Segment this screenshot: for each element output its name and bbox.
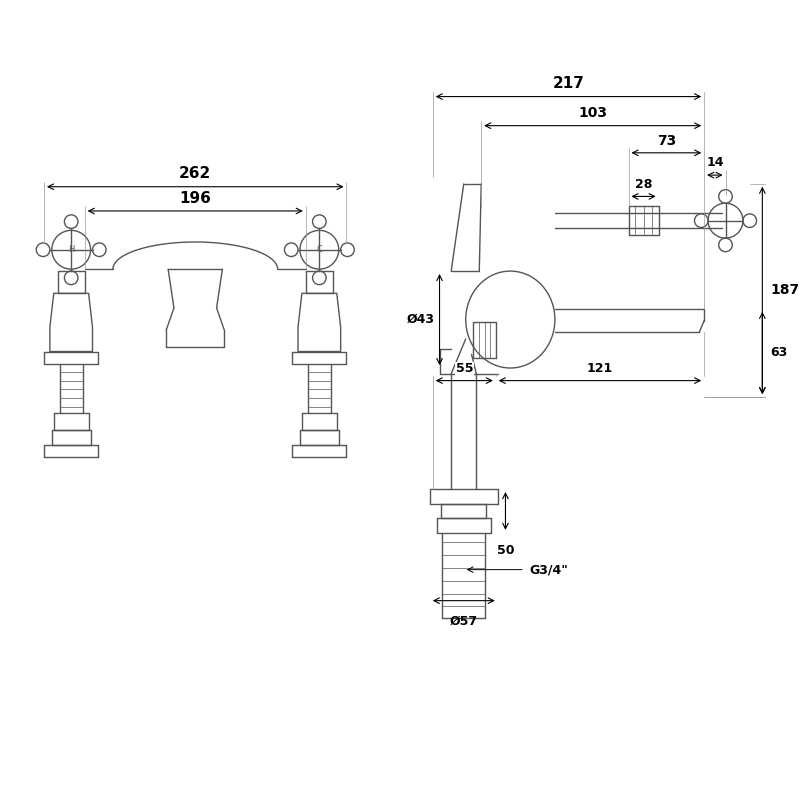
Text: 50: 50 — [497, 545, 514, 558]
Text: 14: 14 — [706, 156, 723, 169]
Text: Ø57: Ø57 — [450, 614, 478, 627]
Text: 73: 73 — [657, 134, 676, 148]
Text: H: H — [68, 246, 74, 254]
Text: 63: 63 — [770, 346, 787, 359]
Text: 55: 55 — [455, 362, 473, 375]
Text: C: C — [317, 246, 322, 254]
Text: 217: 217 — [553, 75, 585, 90]
Text: G3/4": G3/4" — [530, 563, 569, 576]
Text: 187: 187 — [770, 283, 799, 298]
Text: 121: 121 — [587, 362, 613, 375]
Text: 103: 103 — [578, 106, 607, 120]
Text: Ø43: Ø43 — [406, 313, 434, 326]
Text: 196: 196 — [179, 191, 211, 206]
Text: 28: 28 — [635, 178, 652, 191]
Text: 262: 262 — [179, 166, 211, 181]
